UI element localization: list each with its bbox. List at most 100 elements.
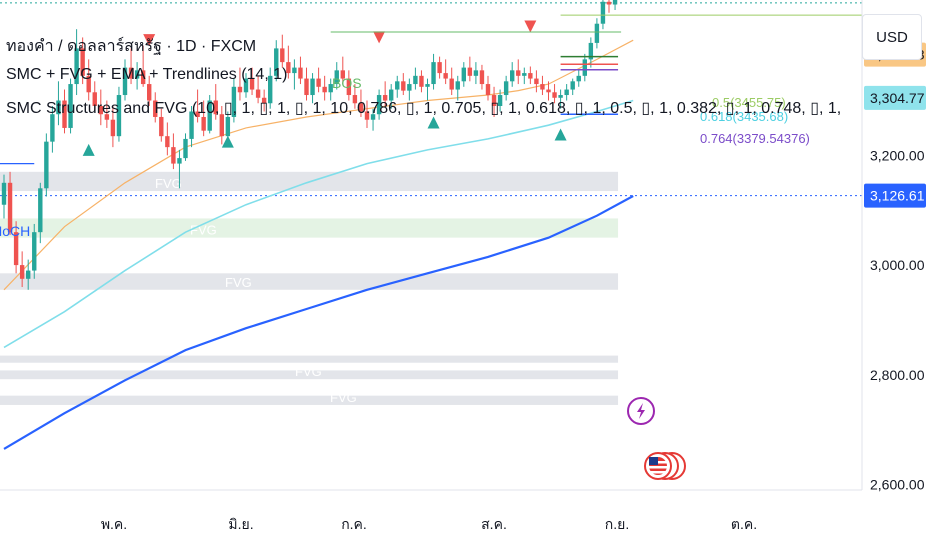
- indicator-smc-structures[interactable]: SMC Structures and FVG (10, ▯, 1, ▯, 1, …: [6, 100, 846, 117]
- candle-body: [62, 100, 67, 128]
- candle: [98, 89, 103, 126]
- candle: [322, 75, 327, 101]
- price-marker-box: [864, 183, 926, 208]
- candle-body: [606, 1, 612, 5]
- candle-body: [165, 136, 170, 148]
- candle-body: [491, 95, 497, 106]
- candle: [443, 59, 448, 85]
- candle: [171, 133, 176, 170]
- candle-body: [159, 116, 164, 137]
- fib-0618-label: 0.618(3435.68): [700, 109, 788, 124]
- candle-body: [316, 78, 321, 87]
- candle: [13, 221, 19, 274]
- candle-body: [376, 95, 382, 115]
- candle-body: [1, 182, 7, 205]
- candle-body: [588, 42, 594, 60]
- candle-body: [26, 270, 31, 279]
- candle: [80, 37, 85, 85]
- bos-label: BOS: [332, 75, 362, 91]
- candle-body: [201, 116, 206, 131]
- lightning-event-icon[interactable]: [627, 397, 655, 425]
- candle: [558, 89, 563, 109]
- us-flag-event-icon[interactable]: [644, 452, 686, 480]
- candle-body: [249, 78, 255, 90]
- buy-signal-triangle: [427, 116, 440, 129]
- candle-body: [600, 1, 606, 24]
- fib-05-label: 0.5(3455.75): [712, 95, 786, 110]
- candle: [413, 67, 418, 90]
- candle: [128, 48, 134, 85]
- candle-body: [425, 84, 430, 87]
- sell-signal-triangle: [524, 20, 537, 33]
- candle: [346, 70, 352, 101]
- candle: [382, 81, 388, 106]
- candle-body: [86, 75, 91, 93]
- candle-body: [110, 119, 116, 137]
- candle-body: [503, 81, 509, 96]
- candle: [491, 86, 497, 117]
- candle: [68, 78, 73, 134]
- candle: [473, 62, 479, 85]
- candle-body: [534, 78, 539, 85]
- fvg-label: FVG: [155, 176, 182, 191]
- candle-body: [552, 92, 557, 98]
- price-marker-label: 3,126.61: [870, 188, 925, 204]
- candle-body: [516, 70, 521, 76]
- fvg-zone: [0, 355, 619, 363]
- sell-signal-triangle: [373, 31, 386, 44]
- candle-body: [286, 62, 291, 74]
- candle: [364, 100, 370, 128]
- candle: [419, 70, 424, 93]
- price-axis-panel[interactable]: [862, 0, 932, 550]
- candle: [189, 106, 194, 148]
- candle-body: [171, 147, 176, 164]
- candle-body: [510, 70, 515, 82]
- candlesticks: [1, 0, 618, 290]
- candle-body: [346, 78, 352, 96]
- candle: [352, 84, 358, 109]
- candle-body: [485, 84, 491, 96]
- symbol-title[interactable]: ทองคำ / ดอลลาร์สหรัฐ · 1D · FXCM: [6, 38, 257, 55]
- candle-body: [576, 75, 581, 82]
- y-tick-label: 2,800.00: [870, 367, 925, 383]
- candle: [201, 100, 206, 137]
- candle-body: [364, 111, 370, 120]
- candle: [552, 84, 557, 104]
- fvg-zone: [0, 273, 619, 290]
- fvg-label: FVG: [225, 275, 252, 290]
- candle: [195, 89, 200, 123]
- candle: [407, 78, 412, 101]
- candle: [147, 75, 152, 106]
- fib-0764-label: 0.764(3379.54376): [700, 131, 810, 146]
- candle-body: [255, 89, 261, 98]
- ema-slow-line: [3, 195, 634, 450]
- currency-button[interactable]: USD: [862, 14, 922, 60]
- candle: [358, 89, 364, 117]
- price-levels: [0, 2, 862, 197]
- candle: [304, 67, 309, 101]
- candle: [261, 89, 267, 112]
- candle: [50, 106, 55, 153]
- signal-markers: [82, 20, 567, 156]
- candle: [159, 108, 164, 142]
- candle: [1, 174, 7, 219]
- candle-body: [443, 73, 448, 79]
- candle-body: [74, 48, 79, 85]
- candle: [437, 56, 442, 79]
- candle-body: [328, 84, 333, 93]
- candle: [44, 133, 49, 197]
- candle: [582, 53, 587, 82]
- fvg-zone: [0, 218, 619, 238]
- buy-signal-triangle: [221, 135, 234, 148]
- candle: [7, 171, 13, 235]
- candle-body: [352, 95, 358, 104]
- indicator-smc-fvg-ema[interactable]: SMC + FVG + EMA + Trendlines (14, 1): [6, 66, 288, 83]
- x-tick-label: ก.ย.: [605, 516, 629, 532]
- candle-body: [207, 100, 212, 131]
- candle: [395, 75, 400, 98]
- candle-body: [122, 67, 128, 96]
- candle-body: [528, 73, 533, 79]
